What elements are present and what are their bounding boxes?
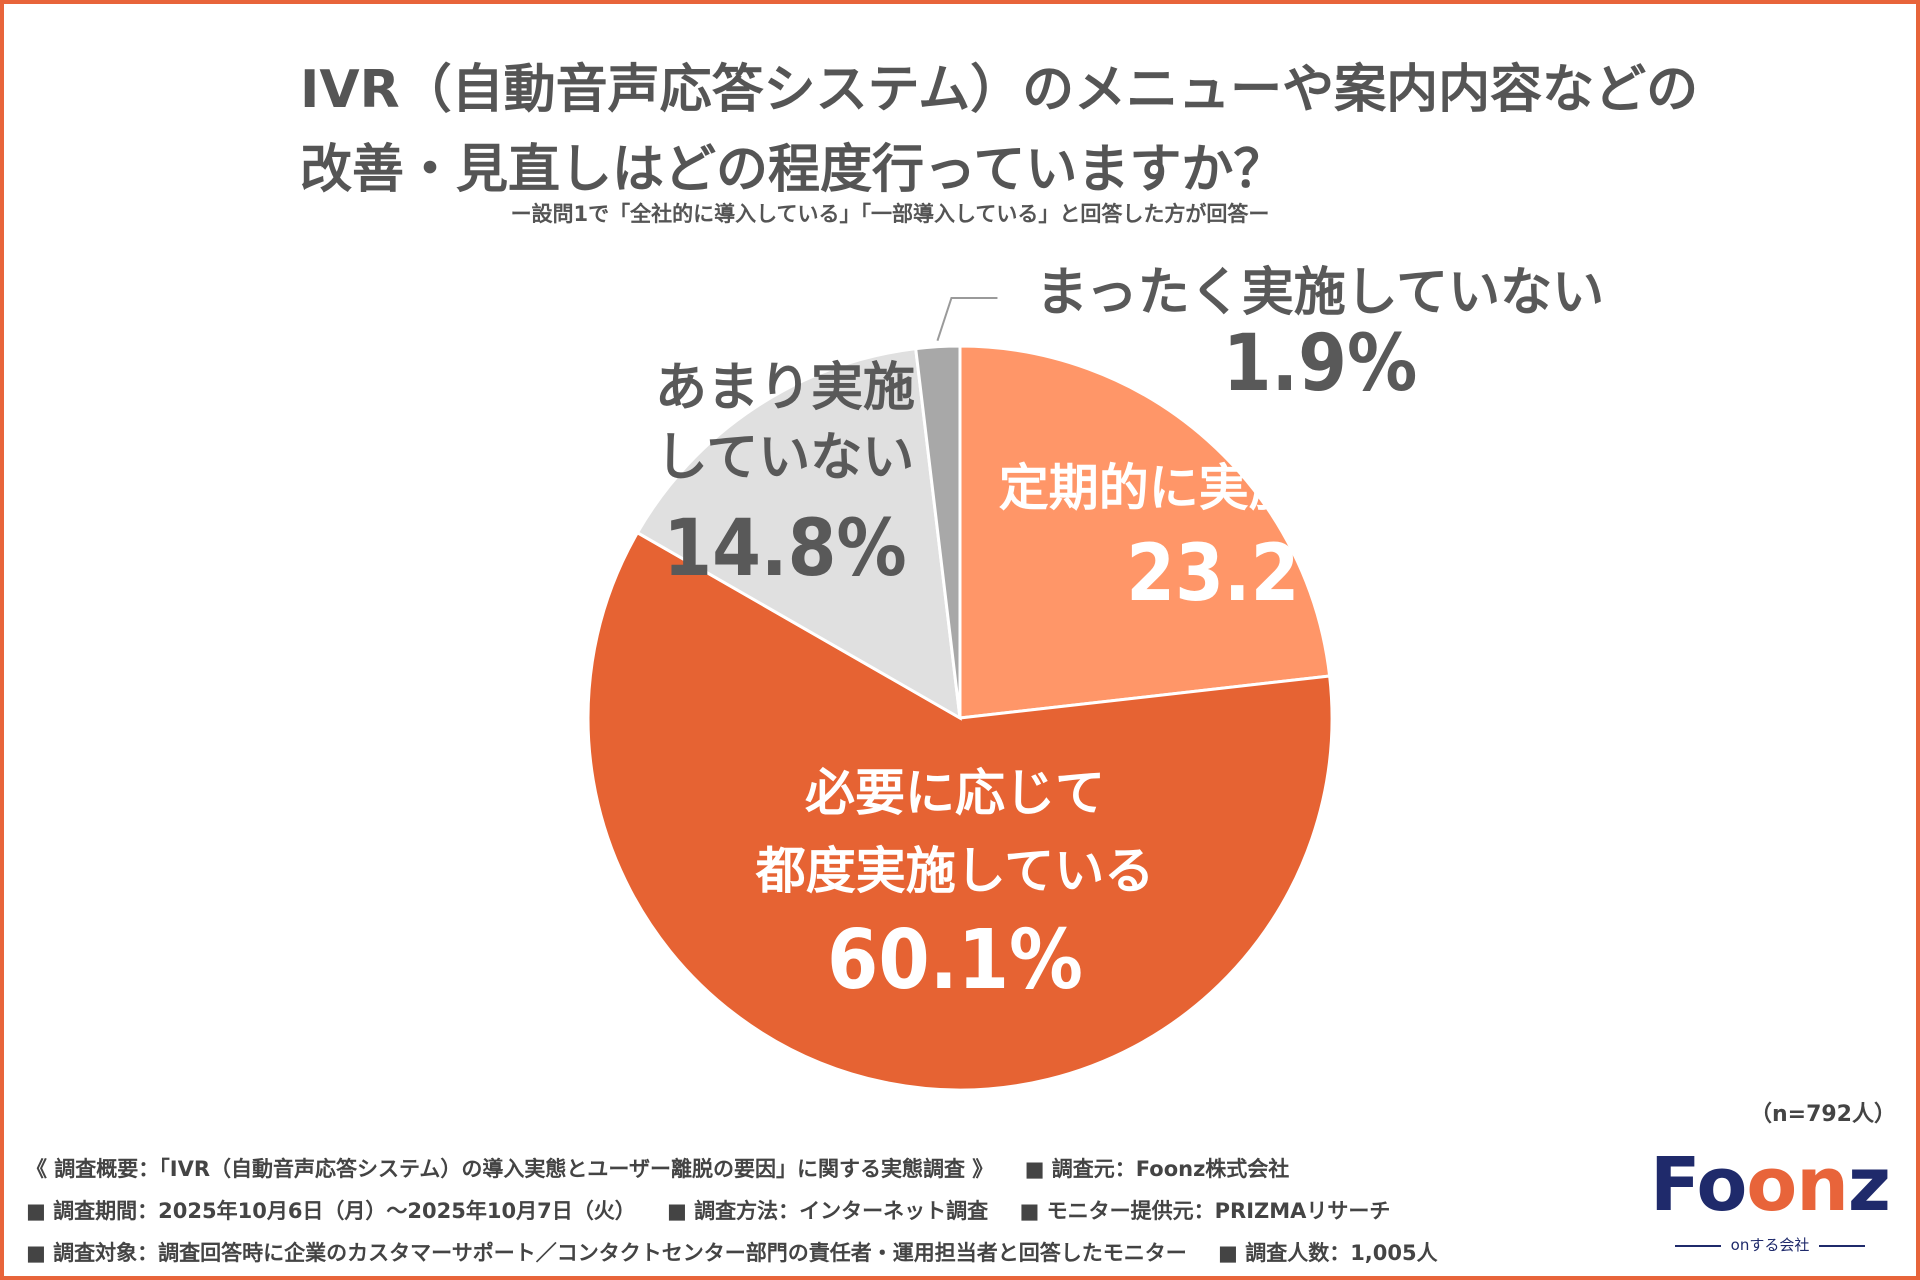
slice-1-label-line-1: 定期的に実施している: [999, 459, 1498, 517]
chart-subtitle: ー設問1で「全社的に導入している」「一部導入している」と回答した方が回答ー: [510, 202, 1270, 226]
survey-count-text: ■ 調査人数：1,005人: [1218, 1241, 1438, 1265]
chart-title-line1: IVR（自動音声応答システム）のメニューや案内内容などの: [300, 60, 1699, 120]
survey-period-text: ■ 調査期間：2025年10月6日（月）〜2025年10月7日（火）: [26, 1199, 636, 1223]
footer-line-1: 《 調査概要：「IVR（自動音声応答システム）の導入実態とユーザー離脱の要因」に…: [26, 1148, 1626, 1190]
footer-line-3: ■ 調査対象：調査回答時に企業のカスタマーサポート／コンタクトセンター部門の責任…: [26, 1232, 1626, 1274]
survey-monitor-text: ■ モニター提供元：PRIZMAリサーチ: [1019, 1199, 1391, 1223]
pie-slice-1: [958, 344, 1332, 720]
slice-3-value-label: 14.8%: [663, 504, 906, 594]
logo-word-part3: z: [1847, 1142, 1891, 1228]
slice-4-value-label: 1.9%: [1223, 319, 1418, 409]
logo-tagline: onする会社: [1640, 1234, 1900, 1255]
pie-slice-4: [914, 344, 962, 719]
pie-slice-2: [586, 530, 1334, 1092]
slice-2-label-line-1: 必要に応じて: [805, 764, 1105, 822]
leader-line: [936, 297, 998, 341]
survey-source-text: ■ 調査元：Foonz株式会社: [1024, 1157, 1290, 1181]
slice-1-value-label: 23.2%: [1126, 529, 1369, 619]
footer-line-2: ■ 調査期間：2025年10月6日（月）〜2025年10月7日（火） ■ 調査方…: [26, 1190, 1626, 1232]
foonz-logo: Foonz onする会社: [1640, 1142, 1900, 1262]
slice-4-label-line-1: まったく実施していない: [1036, 263, 1604, 323]
slice-3-label-line-2: していない: [656, 428, 914, 488]
slice-3-label-line-1: あまり実施: [655, 358, 915, 418]
chart-title: IVR（自動音声応答システム）のメニューや案内内容などの 改善・見直しはどの程度…: [300, 50, 1720, 210]
pie-slice-3: [635, 346, 962, 721]
sample-size-label: （n=792人）: [1749, 1102, 1896, 1127]
logo-wordmark: Foonz: [1640, 1142, 1900, 1228]
slice-2-label-line-2: 都度実施している: [755, 842, 1155, 900]
slice-2-value-label: 60.1%: [827, 913, 1083, 1008]
logo-word-part2: on: [1746, 1142, 1849, 1228]
chart-title-line2: 改善・見直しはどの程度行っていますか？: [300, 140, 1286, 200]
survey-method-text: ■ 調査方法：インターネット調査: [667, 1199, 989, 1223]
logo-word-part1: Fo: [1650, 1142, 1747, 1228]
survey-overview-text: 《 調査概要：「IVR（自動音声応答システム）の導入実態とユーザー離脱の要因」に…: [26, 1157, 994, 1181]
survey-footer: 《 調査概要：「IVR（自動音声応答システム）の導入実態とユーザー離脱の要因」に…: [26, 1148, 1626, 1274]
survey-target-text: ■ 調査対象：調査回答時に企業のカスタマーサポート／コンタクトセンター部門の責任…: [26, 1241, 1187, 1265]
